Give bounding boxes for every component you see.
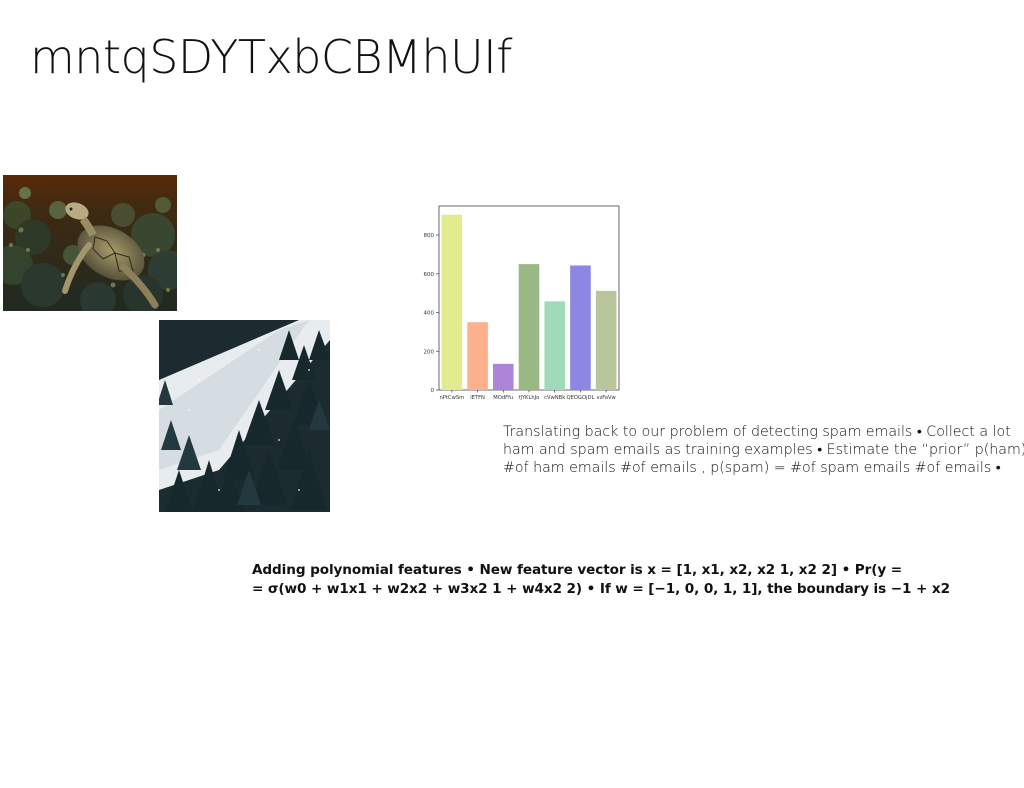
bar: [544, 301, 565, 390]
x-tick-label: lETFN: [470, 395, 485, 401]
sea-turtle-image: [3, 175, 177, 311]
paragraph-line: ham and spam emails as training examples…: [503, 442, 1024, 458]
x-tick-label: nPtCwSm: [440, 395, 465, 401]
y-tick-label: 600: [424, 272, 435, 278]
paragraph-line: = σ(w0 + w1x1 + w2x2 + w3x2 1 + w4x2 2) …: [252, 581, 950, 597]
bar: [493, 363, 514, 390]
y-tick-label: 800: [424, 233, 435, 239]
y-tick-label: 0: [431, 388, 435, 394]
bar: [518, 264, 540, 390]
y-tick-label: 200: [424, 349, 435, 355]
paragraph-line: #of ham emails #of emails , p(spam) = #o…: [503, 460, 1001, 476]
bar: [570, 265, 591, 390]
bar-chart: 0 200 400 600 800 nPtCwSm lETFN MOdFfu fjYKLhJo c…: [418, 200, 628, 410]
x-tick-label: cVwNBk: [544, 395, 565, 401]
x-tick-label: fjYKLhJo: [519, 395, 540, 401]
x-tick-label: QEOGOjDL: [566, 395, 594, 401]
snowy-forest-image: [159, 320, 330, 512]
polynomial-features-paragraph: Adding polynomial features • New feature…: [252, 561, 1012, 599]
spam-detection-paragraph: Translating back to our problem of detec…: [503, 423, 1024, 477]
y-tick-label: 400: [424, 311, 435, 317]
bar: [595, 290, 617, 390]
x-tick-label: vzFaVw: [597, 395, 617, 401]
paragraph-line: Translating back to our problem of detec…: [503, 424, 1011, 440]
bar: [467, 322, 488, 390]
bar-chart-svg: 0 200 400 600 800 nPtCwSm lETFN MOdFfu fjYKLhJo c…: [424, 205, 620, 401]
paragraph-line: Adding polynomial features • New feature…: [252, 562, 903, 578]
slide-title: mntqSDYTxbCBMhUIf: [30, 30, 512, 84]
bar: [441, 214, 463, 390]
x-tick-label: MOdFfu: [493, 395, 513, 401]
